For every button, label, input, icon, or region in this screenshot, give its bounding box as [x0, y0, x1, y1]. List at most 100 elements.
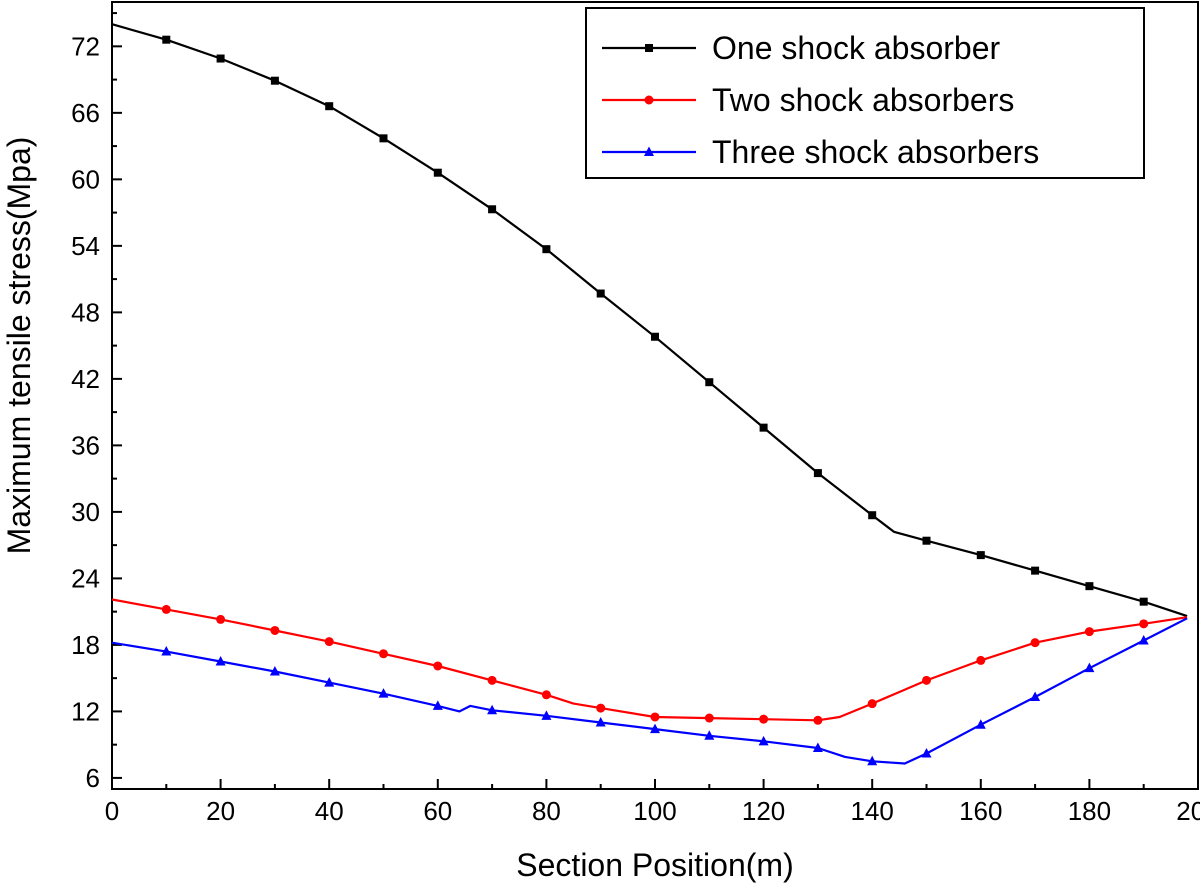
data-point: [270, 625, 280, 635]
data-point: [867, 755, 878, 766]
data-point: [704, 730, 715, 740]
series-2: [111, 598, 1188, 725]
data-point: [976, 551, 985, 560]
data-point: [1084, 627, 1094, 637]
x-tick-label: 140: [851, 796, 894, 826]
y-tick-label: 36: [71, 430, 100, 460]
data-point: [596, 703, 606, 713]
data-point: [651, 332, 659, 341]
data-point: [975, 719, 986, 729]
y-tick-label: 6: [86, 763, 100, 793]
legend-marker: [644, 146, 654, 156]
data-point: [595, 716, 606, 727]
y-tick-label: 72: [71, 31, 100, 61]
data-point: [541, 710, 552, 720]
legend-marker: [645, 44, 653, 52]
legend-marker: [644, 95, 654, 105]
data-point: [269, 666, 280, 676]
x-axis: 0 20 40 60 80 100 120 140 160 180 200: [105, 779, 1200, 826]
data-point: [921, 748, 932, 758]
y-tick-label: 48: [71, 297, 100, 327]
data-point: [922, 675, 931, 685]
data-point: [324, 637, 334, 647]
data-point: [161, 646, 172, 656]
data-point: [650, 723, 660, 734]
y-axis-title: Maximum tensile stress(Mpa): [1, 137, 37, 555]
data-point: [813, 715, 823, 725]
data-point: [432, 700, 443, 710]
legend-label: Three shock absorbers: [712, 134, 1039, 170]
data-point: [270, 76, 279, 85]
legend-item: Two shock absorbers: [602, 82, 1014, 118]
series-3: [111, 617, 1188, 766]
x-tick-label: 0: [105, 796, 119, 826]
data-point: [216, 54, 225, 63]
data-point: [759, 423, 768, 432]
series-layer: [111, 23, 1188, 766]
y-tick-label: 24: [71, 563, 100, 593]
data-point: [541, 690, 551, 700]
data-point: [216, 614, 226, 624]
x-tick-label: 40: [315, 796, 344, 826]
legend-label: One shock absorber: [712, 30, 1001, 66]
data-point: [379, 134, 388, 143]
data-point: [215, 656, 226, 666]
y-axis: 6 12 18 24 30 36 42 48 54 60 66 72: [71, 12, 122, 793]
data-point: [976, 655, 986, 665]
data-point: [1030, 691, 1041, 701]
x-axis-title: Section Position(m): [516, 847, 793, 883]
y-tick-label: 12: [71, 696, 100, 726]
legend-item: Three shock absorbers: [602, 134, 1039, 170]
data-point: [487, 675, 497, 685]
data-point: [704, 713, 714, 723]
data-point: [378, 688, 389, 698]
x-tick-label: 60: [423, 796, 452, 826]
data-point: [325, 102, 334, 111]
data-point: [1030, 638, 1040, 648]
data-point: [812, 742, 823, 752]
data-point: [488, 205, 497, 214]
data-point: [1139, 619, 1149, 629]
y-tick-label: 66: [71, 98, 100, 128]
y-tick-label: 54: [71, 231, 100, 261]
legend-label: Two shock absorbers: [712, 82, 1014, 118]
legend-item: One shock absorber: [602, 30, 1001, 66]
x-tick-label: 160: [959, 796, 1002, 826]
legend-box: [585, 7, 1145, 179]
data-point: [1138, 634, 1149, 645]
data-point: [758, 735, 769, 746]
data-point: [867, 699, 877, 709]
series-line: [111, 617, 1188, 765]
data-point: [759, 714, 769, 724]
data-point: [705, 378, 714, 387]
data-point: [813, 469, 822, 478]
data-point: [433, 168, 442, 177]
x-tick-label: 120: [742, 796, 785, 826]
data-point: [596, 289, 605, 298]
y-tick-label: 60: [71, 164, 100, 194]
legend: One shock absorber Two shock absorbers Thr…: [585, 7, 1145, 179]
data-point: [1085, 582, 1094, 591]
data-point: [542, 245, 551, 254]
series-1: [111, 23, 1188, 618]
data-point: [1084, 662, 1095, 673]
data-point: [650, 712, 660, 722]
data-point: [324, 677, 335, 687]
data-point: [1139, 597, 1148, 606]
data-point: [868, 511, 877, 520]
x-tick-label: 180: [1068, 796, 1111, 826]
data-point: [922, 536, 931, 545]
x-tick-label: 200: [1176, 796, 1200, 826]
data-point: [487, 704, 498, 715]
y-tick-label: 18: [71, 630, 100, 660]
data-point: [1031, 566, 1040, 575]
y-tick-label: 30: [71, 497, 100, 527]
x-tick-label: 100: [633, 796, 676, 826]
data-point: [433, 661, 443, 671]
x-tick-label: 80: [532, 796, 561, 826]
data-point: [161, 604, 171, 614]
x-tick-label: 20: [206, 796, 235, 826]
y-tick-label: 42: [71, 364, 100, 394]
data-point: [162, 35, 171, 44]
